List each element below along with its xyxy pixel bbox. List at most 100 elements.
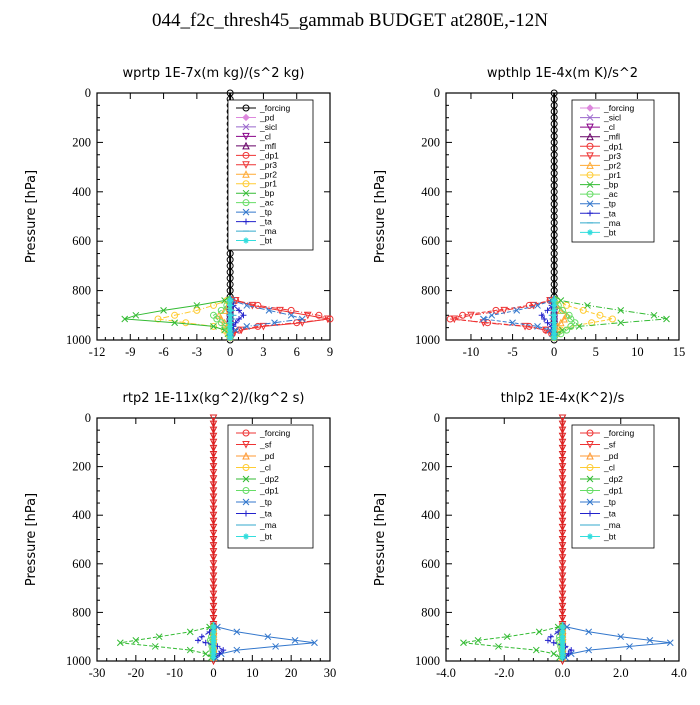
data-point xyxy=(311,639,318,647)
legend-entry: _sf xyxy=(580,440,616,450)
legend-entry: _tp xyxy=(236,497,272,507)
x-tick-label: 5 xyxy=(593,345,599,359)
zero-marker xyxy=(209,566,218,574)
legend-entry: _ma xyxy=(580,218,621,228)
zero-marker xyxy=(558,584,567,593)
y-tick-label: 600 xyxy=(421,234,440,248)
zero-marker xyxy=(558,487,567,496)
data-point xyxy=(216,650,223,657)
legend-label: _sf xyxy=(603,440,616,450)
legend-marker xyxy=(242,475,250,483)
legend-entry: _pd xyxy=(236,112,274,122)
data-point xyxy=(132,636,140,644)
data-point xyxy=(551,312,558,319)
legend-marker xyxy=(586,104,594,112)
x-tick-label: 20 xyxy=(285,666,298,680)
legend-entry: _ta xyxy=(580,208,616,218)
legend-entry: _pr3 xyxy=(580,151,621,161)
data-point xyxy=(488,311,496,319)
y-tick-label: 400 xyxy=(421,508,440,522)
y-tick-label: 400 xyxy=(72,508,91,522)
y-tick-label: 200 xyxy=(72,135,91,149)
legend-marker xyxy=(242,199,250,207)
legend-label: _dp1 xyxy=(603,141,623,151)
zero-marker xyxy=(209,493,218,502)
data-point xyxy=(210,654,217,661)
legend-label: _dp2 xyxy=(603,474,623,484)
zero-profile-column xyxy=(558,414,567,666)
x-tick-label: -10 xyxy=(166,666,183,680)
x-tick-label: -6 xyxy=(158,345,168,359)
legend-label: _ac xyxy=(259,198,274,208)
data-point xyxy=(551,316,558,323)
zero-marker xyxy=(558,542,567,550)
legend-label: _tp xyxy=(259,207,272,217)
legend-entry: _sicl xyxy=(236,122,277,132)
legend-label: _cl xyxy=(259,463,271,473)
legend-entry: _mfl xyxy=(580,132,620,142)
data-point xyxy=(547,633,554,640)
data-point xyxy=(551,297,558,304)
data-point xyxy=(596,311,604,319)
data-point xyxy=(551,319,558,326)
series-line xyxy=(157,295,231,340)
y-tick-label: 1000 xyxy=(415,654,440,668)
legend-entry: _forcing xyxy=(236,428,291,438)
series-line xyxy=(212,295,231,340)
data-point xyxy=(567,322,575,330)
zero-marker xyxy=(558,602,567,611)
zero-marker xyxy=(558,432,567,441)
data-point xyxy=(541,316,548,323)
zero-marker xyxy=(558,529,567,538)
legend-marker xyxy=(587,510,593,517)
zero-marker xyxy=(558,426,567,435)
zero-marker xyxy=(558,523,567,532)
legend-entry: _pr2 xyxy=(580,160,621,170)
data-point xyxy=(151,643,159,650)
zero-marker xyxy=(558,578,567,587)
legend-marker xyxy=(586,181,594,188)
legend-entry: _sf xyxy=(236,440,272,450)
data-point xyxy=(460,639,467,647)
legend-marker xyxy=(242,141,250,150)
zero-marker xyxy=(558,554,567,562)
legend-entry: _ta xyxy=(236,509,272,519)
data-point xyxy=(550,639,557,646)
zero-marker xyxy=(209,596,218,605)
legend-label: _pr2 xyxy=(259,169,277,179)
data-point xyxy=(186,646,194,654)
legend-label: _ma xyxy=(603,520,621,530)
zero-marker xyxy=(209,481,218,489)
data-point xyxy=(210,650,217,657)
data-point xyxy=(568,647,575,654)
legend-label: _bp xyxy=(259,188,274,198)
data-point xyxy=(534,323,541,330)
legend-marker xyxy=(586,475,594,483)
data-point xyxy=(227,297,234,304)
legend-marker xyxy=(242,123,250,131)
data-point xyxy=(210,623,217,630)
data-point xyxy=(450,315,459,324)
y-axis-label: Pressure [hPa] xyxy=(373,170,388,263)
x-tick-label: 2.0 xyxy=(613,666,629,680)
x-tick-label: 0 xyxy=(227,345,233,359)
data-point xyxy=(559,654,566,661)
data-point xyxy=(243,302,251,309)
legend-entry: _bp xyxy=(236,188,274,198)
legend-label: _bt xyxy=(259,532,272,542)
legend-marker xyxy=(242,132,250,141)
legend-marker xyxy=(586,123,594,132)
legend-entry: _bt xyxy=(236,236,272,246)
x-tick-label: 6 xyxy=(294,345,300,359)
x-tick-label: 30 xyxy=(324,666,337,680)
zero-marker xyxy=(209,602,218,611)
legend-entry: _ma xyxy=(236,520,277,530)
data-point xyxy=(271,319,278,327)
series-tp xyxy=(562,621,674,662)
data-point xyxy=(559,623,566,630)
data-point xyxy=(202,639,209,646)
data-point xyxy=(304,311,312,320)
legend-entry: _cl xyxy=(580,122,615,132)
data-point xyxy=(559,643,566,650)
